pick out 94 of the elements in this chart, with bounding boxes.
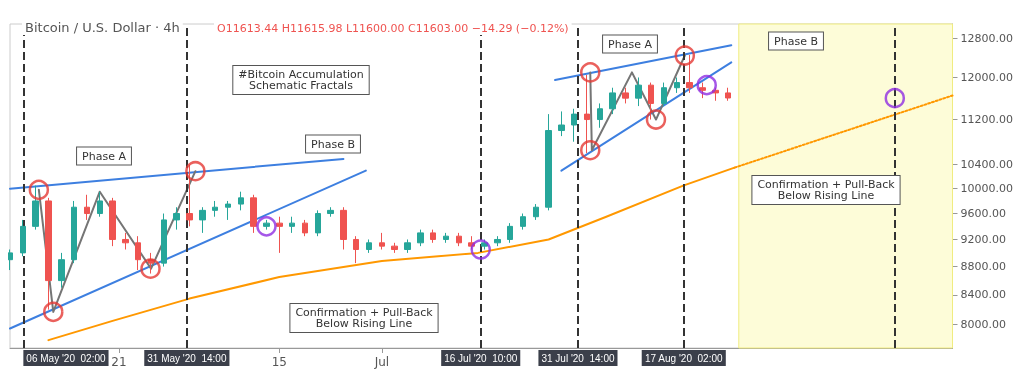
candlestick: [315, 209, 321, 237]
point: [470, 239, 491, 260]
y-tick-label: 12000.00: [960, 70, 1014, 84]
candlestick: [391, 242, 398, 254]
candlestick: [71, 200, 77, 264]
point: [140, 258, 161, 279]
point: [28, 179, 50, 201]
candlestick: [161, 213, 167, 268]
point: [645, 109, 667, 130]
chart-title: Bitcoin / U.S. Dollar · 4h: [25, 20, 180, 35]
annotation: #Bitcoin Accumulation Schematic Fractals: [238, 68, 364, 92]
candlestick: [302, 219, 308, 237]
candlestick: [404, 238, 411, 254]
candlestick: [520, 213, 526, 231]
y-tick-label: 11200.00: [960, 113, 1014, 127]
candlestick: [238, 191, 244, 211]
candlestick: [661, 82, 667, 107]
candlestick: [417, 229, 424, 247]
y-tick-label: 12800.00: [960, 31, 1014, 45]
candlestick: [173, 206, 180, 231]
candlestick: [84, 194, 90, 221]
ref-line-label: 17 Aug '20 02:00: [644, 352, 723, 364]
candlestick: [289, 216, 295, 234]
point: [256, 216, 277, 237]
candlestick: [366, 238, 372, 254]
y-tick-label: 9200.00: [960, 232, 1007, 246]
candlestick: [635, 76, 642, 107]
candlestick: [225, 200, 231, 221]
point: [696, 74, 717, 96]
candlestick: [135, 235, 141, 271]
ref-line-label: 06 May '20 02:00: [26, 352, 106, 364]
y-tick-label: 9600.00: [960, 207, 1007, 221]
candlestick: [109, 197, 116, 247]
candlestick: [8, 249, 13, 271]
candlestick: [353, 235, 359, 264]
y-tick-label: 8400.00: [960, 288, 1007, 302]
candlestick: [545, 113, 552, 211]
y-tick-label: 8800.00: [960, 260, 1007, 274]
candlestick: [199, 206, 206, 234]
candlestick: [32, 185, 39, 231]
point: [580, 140, 601, 161]
candlestick: [725, 87, 731, 102]
candlestick: [212, 200, 218, 218]
candlestick: [340, 206, 347, 250]
candlestick: [648, 82, 654, 121]
y-tick-label: 8000.00: [960, 318, 1007, 332]
candlestick: [186, 164, 193, 227]
annotation: Phase A: [82, 149, 127, 163]
candlestick: [45, 197, 52, 311]
candlestick: [443, 232, 449, 244]
candlestick: [686, 54, 693, 94]
candlestick: [97, 191, 103, 218]
point: [884, 87, 906, 109]
y-tick-label: 10400.00: [960, 158, 1014, 172]
candlestick: [597, 102, 603, 129]
ref-line-label: 31 Jul '20 14:00: [541, 352, 615, 364]
chart-subtitle: O11613.44 H11615.98 L11600.00 C11603.00 −14.29 (−0.12%): [217, 22, 569, 35]
candlestick: [622, 87, 629, 104]
annotation: Confirmation + Pull-Back Below Rising Line: [295, 306, 434, 330]
candlestick: [58, 252, 65, 289]
candlestick: [430, 229, 436, 244]
candlestick: [122, 232, 129, 250]
line-series: [37, 170, 197, 313]
ref-line-label: 31 May '20 14:00: [147, 352, 227, 364]
candlestick: [584, 74, 590, 154]
candlestick: [609, 87, 616, 115]
candlestick: [263, 219, 270, 231]
y-tick-label: 10000.00: [960, 182, 1014, 196]
candlestick: [250, 194, 257, 234]
candlestick: [571, 108, 577, 143]
x-tick-label: Jul: [373, 355, 390, 369]
candlestick: [327, 206, 334, 218]
candlestick: [276, 216, 283, 254]
point: [185, 160, 206, 182]
ref-line-label: 16 Jul '20 10:00: [444, 352, 518, 364]
candlestick: [456, 232, 462, 247]
x-tick-label: 21: [111, 355, 127, 369]
annotation: Phase A: [608, 37, 653, 51]
point: [43, 301, 64, 323]
candlestick: [533, 203, 539, 221]
point: [580, 62, 601, 83]
annotation: Phase B: [311, 137, 355, 151]
candlestick: [20, 219, 26, 257]
candlestick: [699, 82, 706, 99]
candlestick: [379, 232, 385, 250]
candlestick: [558, 110, 565, 137]
candlestick: [507, 222, 513, 244]
line-series: [589, 54, 686, 152]
annotation: Confirmation + Pull-Back Below Rising Line: [757, 178, 896, 202]
x-tick-label: 15: [271, 355, 287, 369]
candlestick: [674, 76, 680, 94]
annotation: Phase B: [774, 34, 818, 48]
candlestick: [494, 235, 501, 247]
point: [674, 45, 696, 66]
